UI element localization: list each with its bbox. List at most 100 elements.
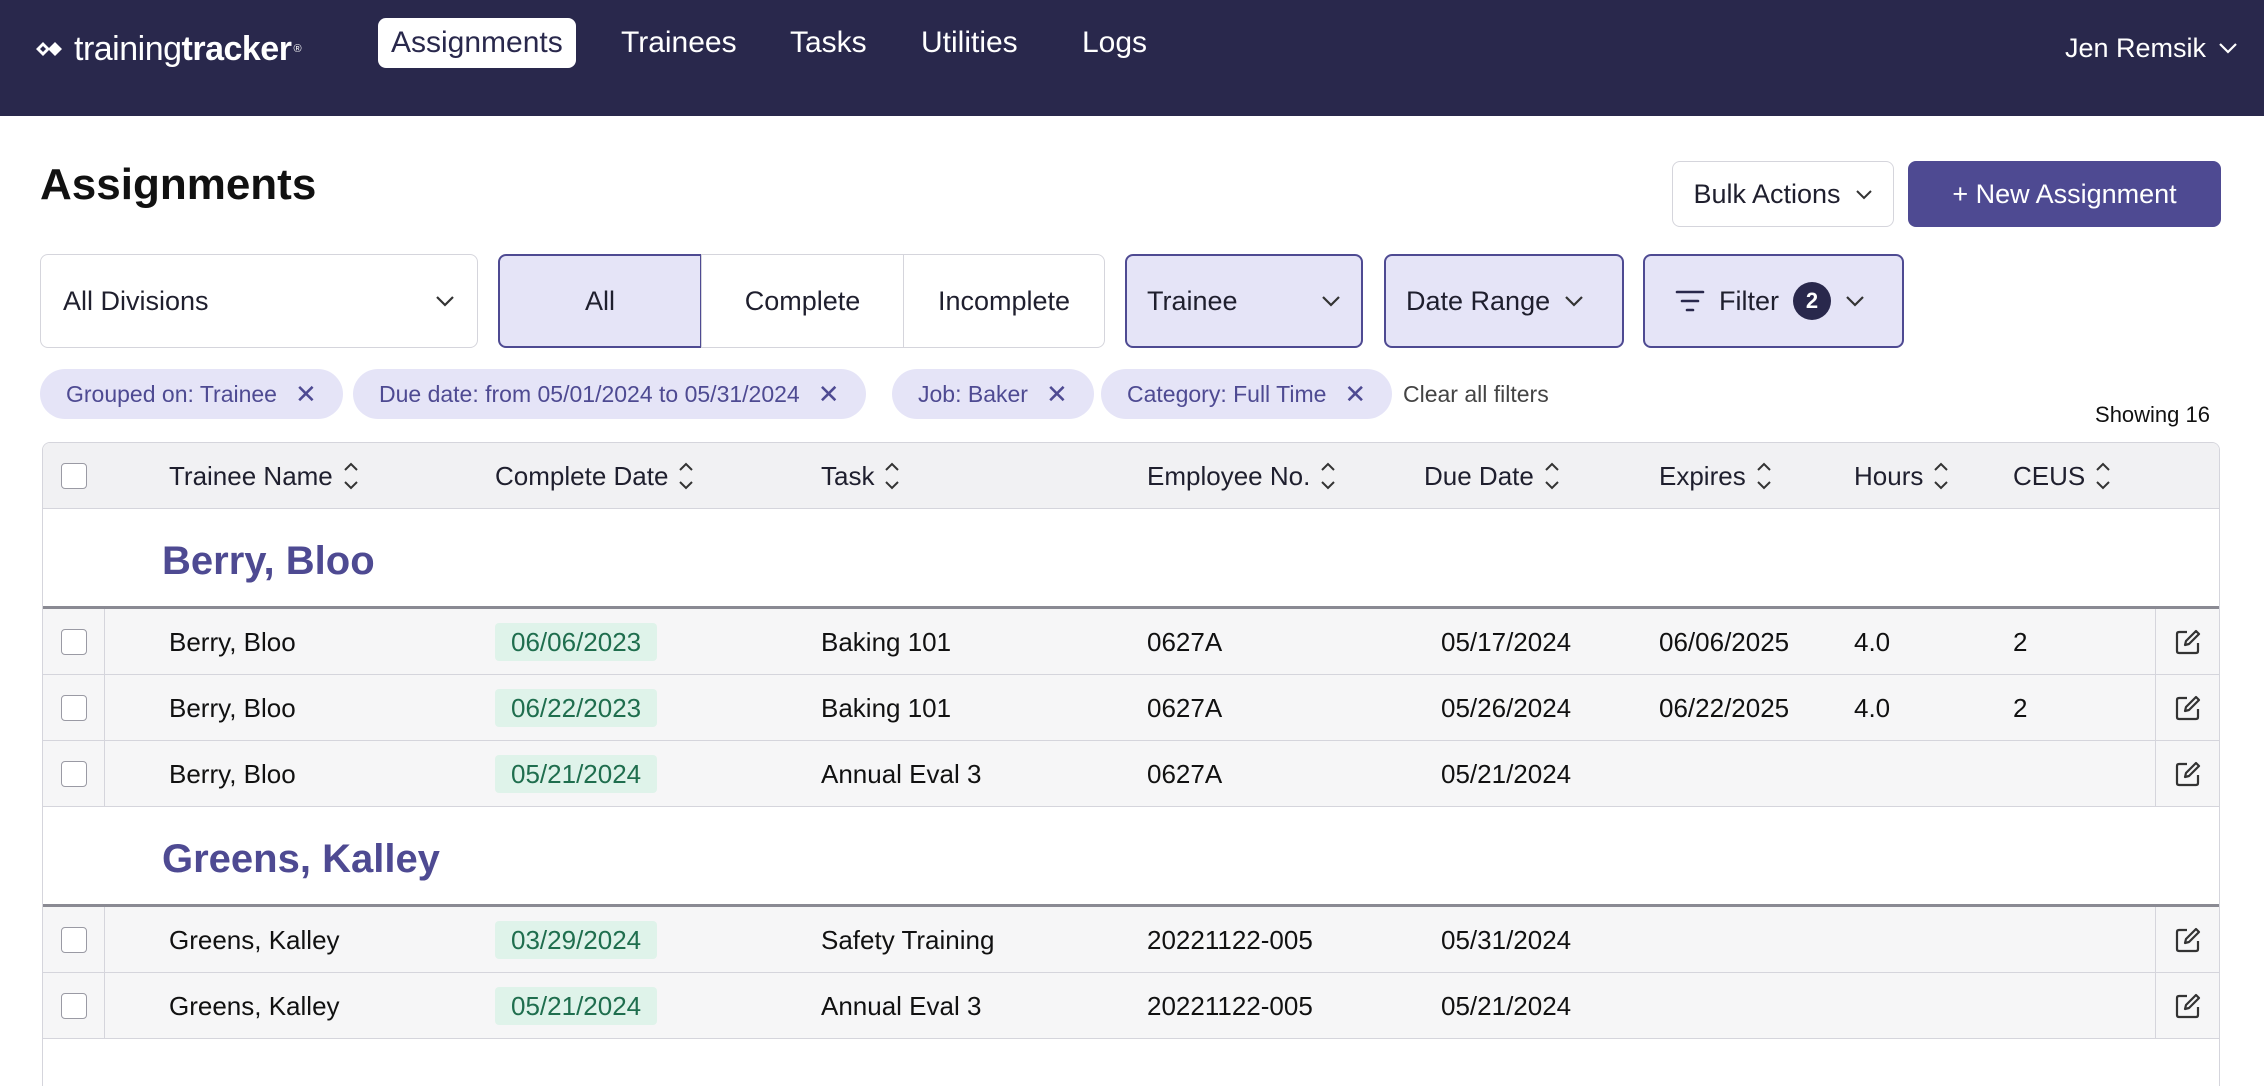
- col-expires[interactable]: Expires: [1659, 443, 1772, 509]
- edit-icon: [2175, 993, 2200, 1018]
- brand-logo[interactable]: training tracker ®: [32, 28, 302, 70]
- complete-date-pill: 03/29/2024: [495, 921, 658, 959]
- segment-incomplete[interactable]: Incomplete: [903, 254, 1105, 348]
- col-label: CEUS: [2013, 460, 2086, 491]
- division-select[interactable]: All Divisions: [40, 254, 478, 348]
- nav-logs[interactable]: Logs: [1082, 26, 1148, 59]
- brand-name-light: training: [74, 29, 182, 68]
- row-checkbox[interactable]: [60, 694, 87, 721]
- brand-registered: ®: [293, 43, 302, 55]
- cell-trainee: Berry, Bloo: [169, 759, 296, 789]
- date-range-label: Date Range: [1406, 285, 1551, 316]
- table-row[interactable]: Berry, Bloo 05/21/2024 Annual Eval 3 062…: [43, 741, 2219, 807]
- cell-task: Annual Eval 3: [821, 759, 982, 789]
- sort-icon: [679, 462, 694, 490]
- filter-chip-due-date: Due date: from 05/01/2024 to 05/31/2024 …: [353, 369, 866, 419]
- user-menu[interactable]: Jen Remsik: [2065, 28, 2238, 68]
- chip-label: Grouped on: Trainee: [66, 380, 277, 407]
- cell-task: Safety Training: [821, 925, 995, 955]
- chevron-down-icon: [2219, 43, 2237, 54]
- edit-button[interactable]: [2155, 973, 2219, 1038]
- filter-chip-category: Category: Full Time ✕: [1101, 369, 1393, 419]
- cell-due-date: 05/21/2024: [1441, 759, 1572, 789]
- row-checkbox[interactable]: [60, 926, 87, 953]
- col-ceus[interactable]: CEUS: [2013, 443, 2111, 509]
- edit-button[interactable]: [2155, 907, 2219, 972]
- row-checkbox[interactable]: [60, 992, 87, 1019]
- complete-date-pill: 06/06/2023: [495, 623, 658, 661]
- trainee-dropdown[interactable]: Trainee: [1125, 254, 1363, 348]
- trainee-dropdown-label: Trainee: [1147, 285, 1238, 316]
- edit-button[interactable]: [2155, 675, 2219, 740]
- col-employee-no[interactable]: Employee No.: [1147, 443, 1336, 509]
- chip-label: Job: Baker: [918, 380, 1028, 407]
- col-complete-date[interactable]: Complete Date: [495, 443, 694, 509]
- row-select-cell: [43, 907, 105, 972]
- nav-utilities[interactable]: Utilities: [921, 26, 1018, 59]
- sort-icon: [2096, 462, 2110, 490]
- table-row[interactable]: Greens, Kalley 05/21/2024 Annual Eval 3 …: [43, 973, 2219, 1039]
- table-row[interactable]: Berry, Bloo 06/22/2023 Baking 101 0627A …: [43, 675, 2219, 741]
- col-label: Hours: [1854, 460, 1924, 491]
- sort-icon: [344, 462, 358, 490]
- select-all-checkbox[interactable]: [61, 463, 87, 489]
- table-row[interactable]: Berry, Bloo 06/06/2023 Baking 101 0627A …: [43, 609, 2219, 675]
- segment-all[interactable]: All: [498, 254, 702, 348]
- group-title: Greens, Kalley: [162, 837, 440, 881]
- assignments-table: Trainee Name Complete Date Task Employee…: [42, 442, 2220, 1086]
- clear-all-filters-link[interactable]: Clear all filters: [1403, 381, 1549, 407]
- cell-task: Baking 101: [821, 627, 952, 657]
- filter-dropdown[interactable]: Filter 2: [1643, 254, 1904, 348]
- row-checkbox[interactable]: [60, 628, 87, 655]
- group-title: Berry, Bloo: [162, 539, 375, 583]
- col-hours[interactable]: Hours: [1854, 443, 1949, 509]
- filter-chip-job: Job: Baker ✕: [892, 369, 1094, 419]
- close-icon[interactable]: ✕: [1045, 379, 1068, 409]
- nav-assignments[interactable]: Assignments: [378, 18, 576, 68]
- segment-complete[interactable]: Complete: [701, 254, 904, 348]
- cell-employee-no: 0627A: [1147, 759, 1223, 789]
- cell-trainee: Greens, Kalley: [169, 925, 340, 955]
- brand-name-bold: tracker: [181, 29, 292, 68]
- logo-mark-icon: [36, 42, 62, 56]
- filter-count-badge: 2: [1793, 282, 1831, 320]
- row-checkbox[interactable]: [60, 760, 87, 787]
- nav-trainees[interactable]: Trainees: [621, 26, 737, 59]
- close-icon[interactable]: ✕: [294, 379, 317, 409]
- new-assignment-button[interactable]: + New Assignment: [1908, 161, 2221, 227]
- bulk-actions-button[interactable]: Bulk Actions: [1672, 161, 1894, 227]
- sort-icon: [1545, 462, 1559, 490]
- row-select-cell: [43, 609, 105, 674]
- results-count: Showing 16: [2095, 402, 2210, 427]
- group-header: Berry, Bloo: [43, 509, 2219, 609]
- cell-due-date: 05/26/2024: [1441, 693, 1572, 723]
- col-due-date[interactable]: Due Date: [1424, 443, 1560, 509]
- row-select-cell: [43, 675, 105, 740]
- complete-date-pill: 06/22/2023: [495, 689, 658, 727]
- chip-label: Category: Full Time: [1127, 380, 1327, 407]
- col-label: Expires: [1659, 460, 1746, 491]
- col-trainee-name[interactable]: Trainee Name: [169, 443, 359, 509]
- cell-employee-no: 0627A: [1147, 627, 1223, 657]
- close-icon[interactable]: ✕: [1344, 379, 1367, 409]
- cell-ceus: 2: [2013, 693, 2028, 723]
- cell-trainee: Greens, Kalley: [169, 991, 340, 1021]
- table-row[interactable]: Greens, Kalley 03/29/2024 Safety Trainin…: [43, 907, 2219, 973]
- filter-chip-grouped: Grouped on: Trainee ✕: [40, 369, 343, 419]
- date-range-dropdown[interactable]: Date Range: [1384, 254, 1624, 348]
- cell-complete-date: 05/21/2024: [495, 741, 658, 807]
- top-nav: training tracker ® Assignments Trainees Ta…: [0, 0, 2264, 116]
- close-icon[interactable]: ✕: [817, 379, 840, 409]
- col-task[interactable]: Task: [821, 443, 900, 509]
- cell-due-date: 05/31/2024: [1441, 925, 1572, 955]
- sort-icon: [1934, 462, 1949, 490]
- nav-tasks[interactable]: Tasks: [790, 26, 867, 59]
- edit-icon: [2175, 927, 2200, 952]
- edit-button[interactable]: [2155, 741, 2219, 806]
- cell-complete-date: 06/06/2023: [495, 609, 658, 675]
- row-select-cell: [43, 973, 105, 1038]
- filter-icon: [1675, 290, 1705, 312]
- edit-button[interactable]: [2155, 609, 2219, 674]
- cell-employee-no: 20221122-005: [1147, 925, 1313, 955]
- col-label: Due Date: [1424, 460, 1534, 491]
